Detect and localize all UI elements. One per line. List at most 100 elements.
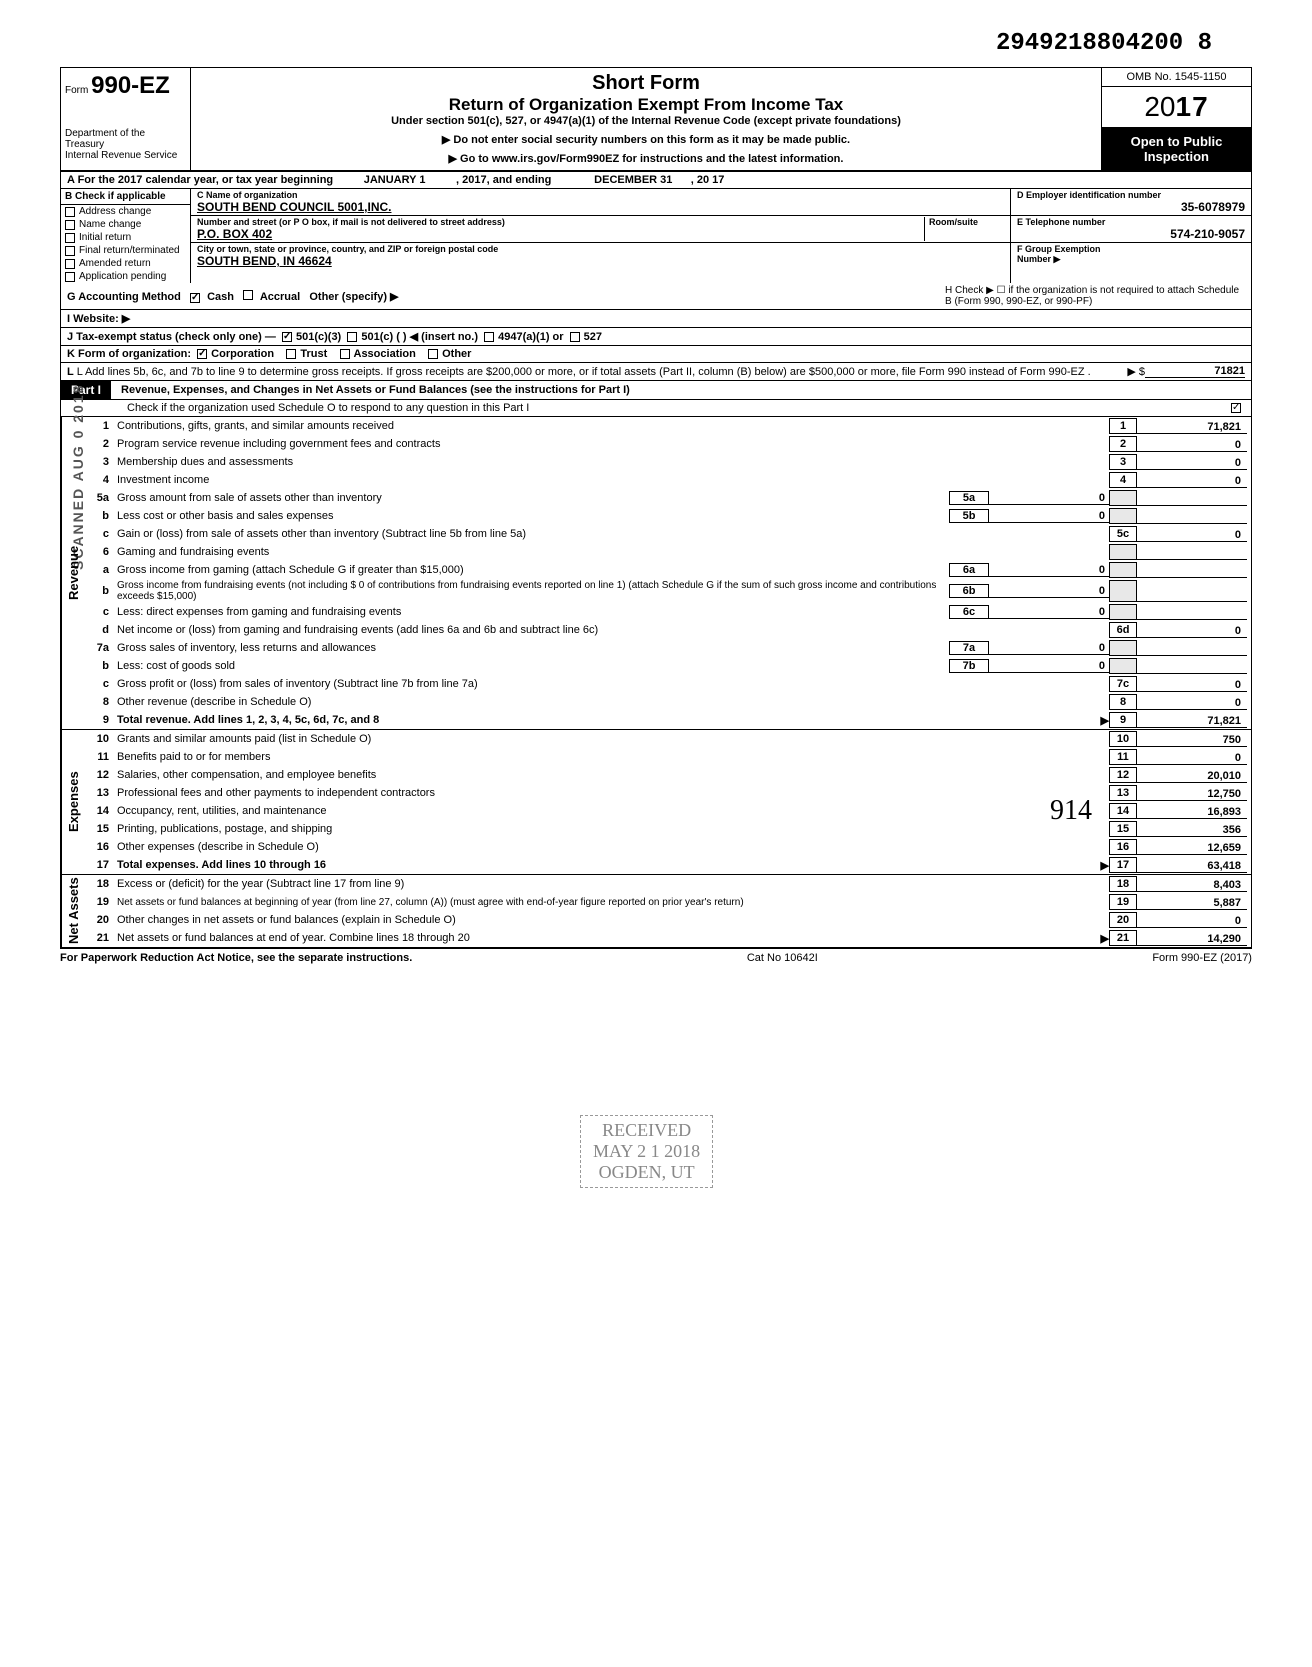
line-12-val: 20,010 — [1137, 770, 1247, 783]
chk-4947[interactable] — [484, 332, 494, 342]
chk-accrual[interactable] — [243, 290, 253, 300]
f-number: Number ▶ — [1017, 254, 1245, 265]
chk-527[interactable] — [570, 332, 580, 342]
line-3-val: 0 — [1137, 457, 1247, 470]
line-14-text: Occupancy, rent, utilities, and maintena… — [117, 805, 1109, 817]
chk-label: Application pending — [79, 271, 166, 282]
city-label: City or town, state or province, country… — [197, 244, 1004, 254]
chk-trust[interactable] — [286, 349, 296, 359]
footer: For Paperwork Reduction Act Notice, see … — [60, 948, 1252, 967]
line-6a-text: Gross income from gaming (attach Schedul… — [117, 564, 949, 576]
line-2-text: Program service revenue including govern… — [117, 438, 1109, 450]
year-prefix: 20 — [1144, 91, 1175, 122]
line-7a-val: 0 — [989, 642, 1109, 655]
arrow-note-1: ▶ Do not enter social security numbers o… — [199, 133, 1093, 146]
c-name: SOUTH BEND COUNCIL 5001,INC. — [197, 200, 1004, 214]
line-13-val: 12,750 — [1137, 788, 1247, 801]
field-c: C Name of organization SOUTH BEND COUNCI… — [191, 189, 1010, 216]
chk-501c3[interactable] — [282, 332, 292, 342]
title-main: Short Form — [199, 72, 1093, 95]
field-city: City or town, state or province, country… — [191, 243, 1010, 269]
line-7b-val: 0 — [989, 660, 1109, 673]
chk-other[interactable] — [428, 349, 438, 359]
chk-name-change[interactable]: Name change — [61, 218, 190, 231]
j-c: 4947(a)(1) or — [498, 331, 563, 343]
line-4-text: Investment income — [117, 474, 1109, 486]
line-5a-text: Gross amount from sale of assets other t… — [117, 492, 949, 504]
j-label: J Tax-exempt status (check only one) — — [67, 331, 276, 343]
form-label: Form — [65, 85, 88, 96]
k-a: Corporation — [211, 348, 274, 360]
c-label: C Name of organization — [197, 190, 1004, 200]
chk-app-pending[interactable]: Application pending — [61, 270, 190, 283]
line-14-val: 16,893 — [1137, 806, 1247, 819]
line-1-text: Contributions, gifts, grants, and simila… — [117, 420, 1109, 432]
side-netassets: Net Assets — [61, 875, 85, 947]
h-note: H Check ▶ ☐ if the organization is not r… — [945, 285, 1245, 307]
form-number-block: Form 990-EZ Department of the Treasury I… — [61, 68, 191, 170]
field-d: D Employer identification number 35-6078… — [1011, 189, 1251, 216]
inspection-label: Inspection — [1106, 149, 1247, 164]
footer-mid: Cat No 10642I — [747, 952, 818, 964]
chk-address-change[interactable]: Address change — [61, 205, 190, 218]
line-6-text: Gaming and fundraising events — [117, 546, 1109, 558]
line-15-text: Printing, publications, postage, and shi… — [117, 823, 1109, 835]
chk-corp[interactable] — [197, 349, 207, 359]
footer-left: For Paperwork Reduction Act Notice, see … — [60, 952, 412, 964]
col-b-checks: B Check if applicable Address change Nam… — [61, 189, 191, 283]
chk-label: Address change — [79, 206, 151, 217]
title-sub: Return of Organization Exempt From Incom… — [199, 95, 1093, 115]
other-label: Other (specify) ▶ — [309, 291, 398, 303]
line-5a-val: 0 — [989, 492, 1109, 505]
row-l: L L Add lines 5b, 6c, and 7b to line 9 t… — [60, 363, 1252, 381]
d-val: 35-6078979 — [1017, 200, 1245, 214]
chk-cash[interactable] — [190, 293, 200, 303]
field-f: F Group Exemption Number ▶ — [1011, 243, 1251, 266]
city: SOUTH BEND, IN 46624 — [197, 254, 1004, 268]
chk-final-return[interactable]: Final return/terminated — [61, 244, 190, 257]
line-16-text: Other expenses (describe in Schedule O) — [117, 841, 1109, 853]
netassets-lines: 18Excess or (deficit) for the year (Subt… — [85, 875, 1251, 947]
line-2-val: 0 — [1137, 439, 1247, 452]
line-5b-text: Less cost or other basis and sales expen… — [117, 510, 949, 522]
chk-assoc[interactable] — [340, 349, 350, 359]
line-7c-text: Gross profit or (loss) from sales of inv… — [117, 678, 1109, 690]
l-text: L Add lines 5b, 6c, and 7b to line 9 to … — [77, 366, 1091, 378]
open-label: Open to Public — [1106, 134, 1247, 149]
form-number: 990-EZ — [91, 72, 170, 99]
chk-initial-return[interactable]: Initial return — [61, 231, 190, 244]
chk-501c[interactable] — [347, 332, 357, 342]
e-val: 574-210-9057 — [1017, 227, 1245, 241]
k-b: Trust — [300, 348, 327, 360]
line-15-val: 356 — [1137, 824, 1247, 837]
line-5c-val: 0 — [1137, 529, 1247, 542]
accrual-label: Accrual — [260, 291, 300, 303]
line-21-val: 14,290 — [1137, 933, 1247, 946]
line-5c-text: Gain or (loss) from sale of assets other… — [117, 528, 1109, 540]
room-label: Room/suite — [929, 217, 1004, 227]
line-10-val: 750 — [1137, 734, 1247, 747]
part1-check-note: Check if the organization used Schedule … — [67, 402, 529, 414]
line-18-val: 8,403 — [1137, 879, 1247, 892]
received-stamp: RECEIVED MAY 2 1 2018 OGDEN, UT — [580, 1115, 713, 1188]
line-18-text: Excess or (deficit) for the year (Subtra… — [117, 878, 1109, 890]
line-7a-text: Gross sales of inventory, less returns a… — [117, 642, 949, 654]
row-j: J Tax-exempt status (check only one) — 5… — [60, 328, 1252, 346]
k-label: K Form of organization: — [67, 348, 191, 360]
k-d: Other — [442, 348, 471, 360]
open-inspection: Open to Public Inspection — [1102, 128, 1251, 170]
line-16-val: 12,659 — [1137, 842, 1247, 855]
chk-schedule-o[interactable] — [1231, 403, 1241, 413]
revenue-section: Revenue 1Contributions, gifts, grants, a… — [60, 417, 1252, 730]
line-7c-val: 0 — [1137, 679, 1247, 692]
line-6d-text: Net income or (loss) from gaming and fun… — [117, 624, 1109, 636]
netassets-section: Net Assets 18Excess or (deficit) for the… — [60, 875, 1252, 948]
form-header: Form 990-EZ Department of the Treasury I… — [60, 67, 1252, 172]
line-17-val: 63,418 — [1137, 860, 1247, 873]
chk-amended[interactable]: Amended return — [61, 257, 190, 270]
chk-label: Initial return — [79, 232, 131, 243]
line-a: A For the 2017 calendar year, or tax yea… — [60, 172, 1252, 189]
line-a-prefix: A For the 2017 calendar year, or tax yea… — [67, 174, 333, 186]
arrow-note-2: ▶ Go to www.irs.gov/Form990EZ for instru… — [199, 152, 1093, 165]
chk-label: Name change — [79, 219, 141, 230]
